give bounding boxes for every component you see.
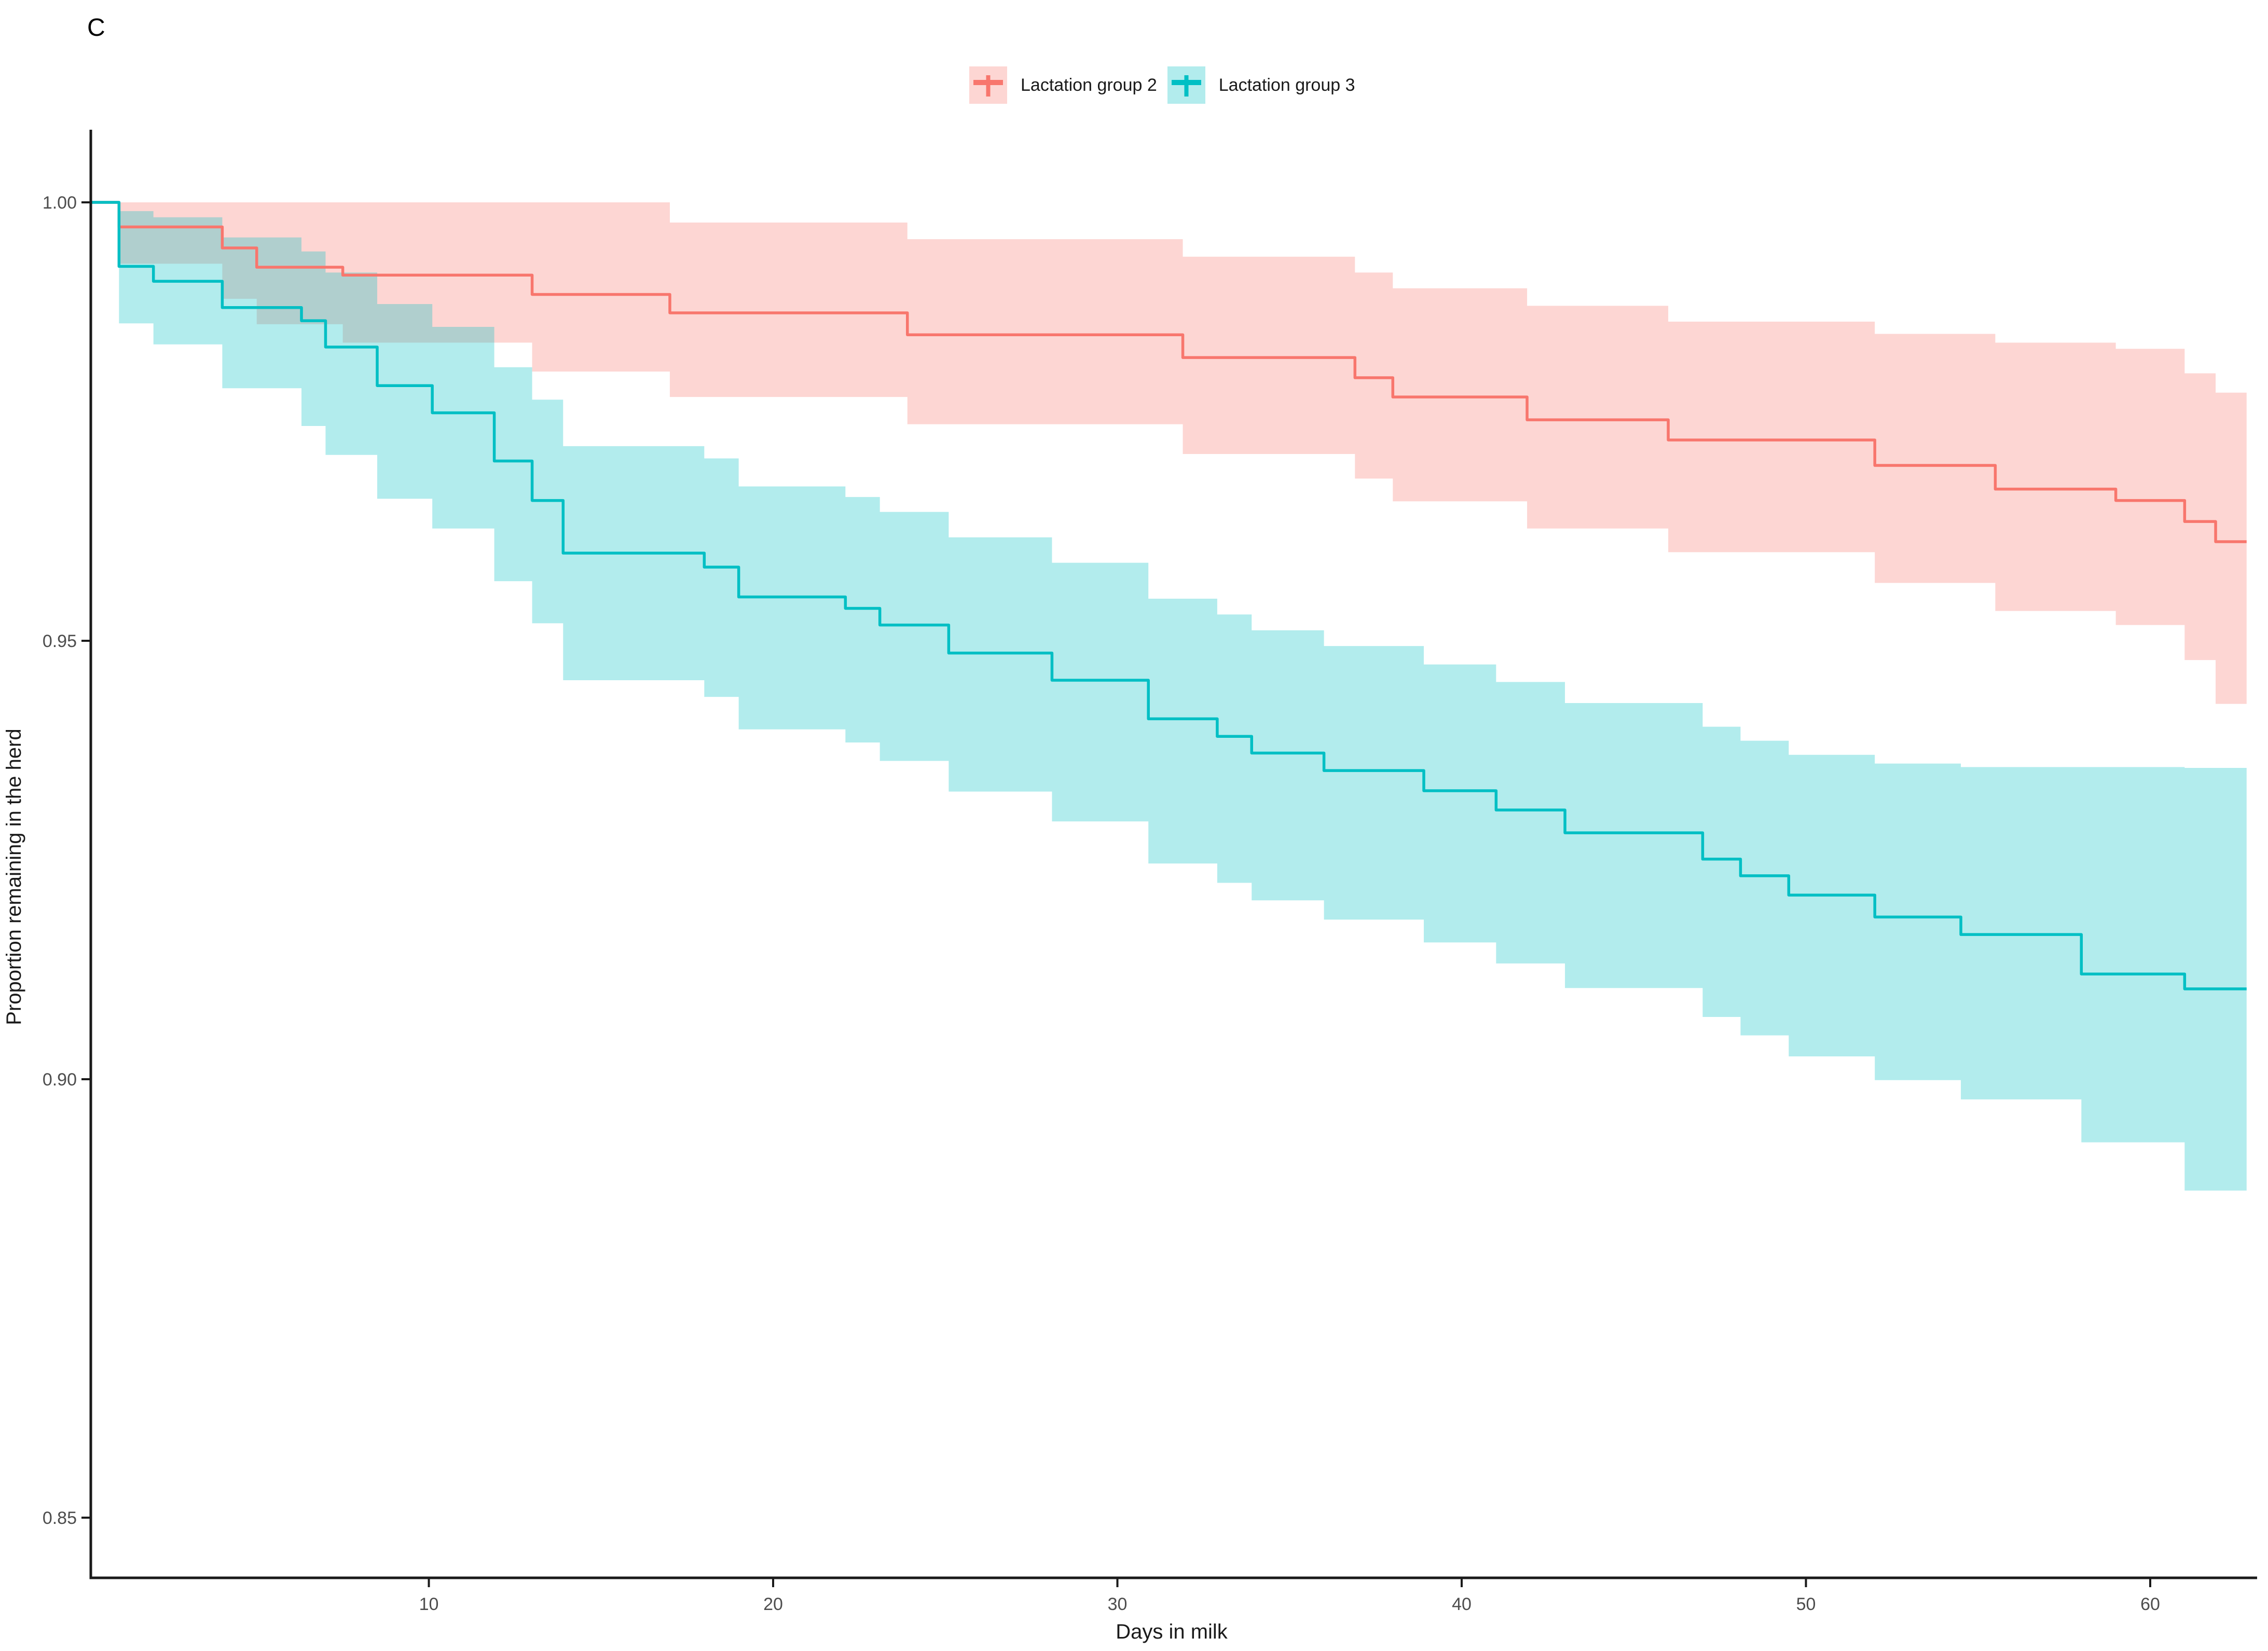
plus-censor-icon bbox=[1171, 75, 1201, 97]
panel-label: C bbox=[87, 14, 106, 42]
legend-key-group2 bbox=[969, 66, 1007, 104]
x-tick-label: 10 bbox=[419, 1594, 439, 1614]
legend-label-group2: Lactation group 2 bbox=[1021, 75, 1157, 95]
x-tick-label: 30 bbox=[1108, 1594, 1128, 1614]
legend-label-group3: Lactation group 3 bbox=[1218, 75, 1355, 95]
x-tick-label: 20 bbox=[763, 1594, 783, 1614]
ci-band-group2 bbox=[91, 202, 2247, 704]
x-tick-label: 60 bbox=[2140, 1594, 2160, 1614]
legend-item-group3: Lactation group 3 bbox=[1167, 66, 1355, 104]
y-axis-title: Proportion remaining in the herd bbox=[3, 728, 25, 1025]
legend: Lactation group 2 Lactation group 3 bbox=[969, 66, 1355, 104]
y-tick-label: 0.85 bbox=[43, 1508, 77, 1528]
y-tick-label: 1.00 bbox=[43, 193, 77, 213]
ci-band-group3 bbox=[91, 202, 2247, 1191]
survival-curve-group3 bbox=[91, 201, 2247, 990]
x-tick-label: 40 bbox=[1452, 1594, 1472, 1614]
survival-curve-group2 bbox=[91, 201, 2247, 543]
plus-censor-icon bbox=[973, 75, 1003, 97]
y-tick-label: 0.90 bbox=[43, 1070, 77, 1090]
legend-key-group3 bbox=[1167, 66, 1205, 104]
y-tick-label: 0.95 bbox=[43, 631, 77, 651]
legend-item-group2: Lactation group 2 bbox=[969, 66, 1157, 104]
x-axis-title: Days in milk bbox=[1116, 1620, 1228, 1643]
x-tick-label: 50 bbox=[1796, 1594, 1816, 1614]
